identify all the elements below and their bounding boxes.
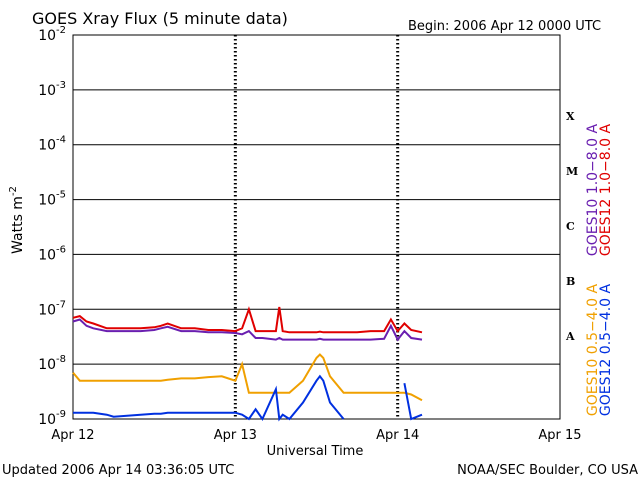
y-tick-exponent: -3 xyxy=(56,80,66,91)
x-tick-label: Apr 13 xyxy=(214,428,257,443)
legend-entry: GOES12 0.5−4.0 A xyxy=(598,284,614,417)
flare-class-label: C xyxy=(566,220,575,233)
y-tick-base: 10 xyxy=(38,193,56,209)
flare-class-label: A xyxy=(565,330,575,343)
y-tick-base: 10 xyxy=(38,138,56,154)
y-tick-base: 10 xyxy=(38,302,56,318)
y-tick-label: 10-8 xyxy=(38,354,66,373)
x-tick-label: Apr 15 xyxy=(538,428,581,443)
y-tick-label: 10-2 xyxy=(38,25,66,44)
flare-class-label: M xyxy=(566,165,578,178)
plot-frame xyxy=(72,34,561,420)
footer-right: NOAA/SEC Boulder, CO USA xyxy=(457,463,638,478)
legend-entry: GOES10 0.5−4.0 A xyxy=(585,284,601,417)
y-tick-label: 10-3 xyxy=(38,80,66,99)
y-tick-exponent: -7 xyxy=(56,299,66,310)
y-tick-base: 10 xyxy=(38,357,56,373)
y-tick-exponent: -9 xyxy=(56,409,66,420)
chart-title: GOES Xray Flux (5 minute data) xyxy=(32,9,288,28)
footer-left: Updated 2006 Apr 14 03:36:05 UTC xyxy=(2,463,234,478)
y-tick-base: 10 xyxy=(38,247,56,263)
series-line xyxy=(72,306,423,334)
legend-entry: GOES12 1.0−8.0 A xyxy=(598,124,614,257)
y-axis-label-exponent: -2 xyxy=(8,186,19,196)
y-tick-base: 10 xyxy=(38,83,56,99)
y-axis-label: Watts m-2 xyxy=(8,186,26,254)
y-tick-exponent: -6 xyxy=(56,244,66,255)
x-axis-label: Universal Time xyxy=(267,444,364,459)
y-tick-label: 10-9 xyxy=(38,409,66,428)
y-tick-exponent: -4 xyxy=(56,135,66,146)
y-tick-exponent: -2 xyxy=(56,25,66,36)
legend-entry: GOES10 1.0−8.0 A xyxy=(585,124,601,257)
series-line xyxy=(72,353,423,402)
series-line xyxy=(72,318,423,342)
series-line xyxy=(73,374,423,422)
y-tick-exponent: -5 xyxy=(56,190,66,201)
x-tick-label: Apr 14 xyxy=(376,428,419,443)
x-tick-label: Apr 12 xyxy=(51,428,94,443)
y-tick-label: 10-4 xyxy=(38,135,66,154)
y-tick-base: 10 xyxy=(38,28,56,44)
chart-subtitle: Begin: 2006 Apr 12 0000 UTC xyxy=(408,19,601,34)
flare-class-label: B xyxy=(566,275,575,288)
y-tick-label: 10-6 xyxy=(38,244,66,263)
y-tick-base: 10 xyxy=(38,412,56,428)
y-tick-label: 10-7 xyxy=(38,299,66,318)
y-tick-exponent: -8 xyxy=(56,354,66,365)
y-axis-label-text: Watts m xyxy=(10,196,26,254)
y-tick-label: 10-5 xyxy=(38,190,66,209)
flare-class-label: X xyxy=(566,110,575,123)
